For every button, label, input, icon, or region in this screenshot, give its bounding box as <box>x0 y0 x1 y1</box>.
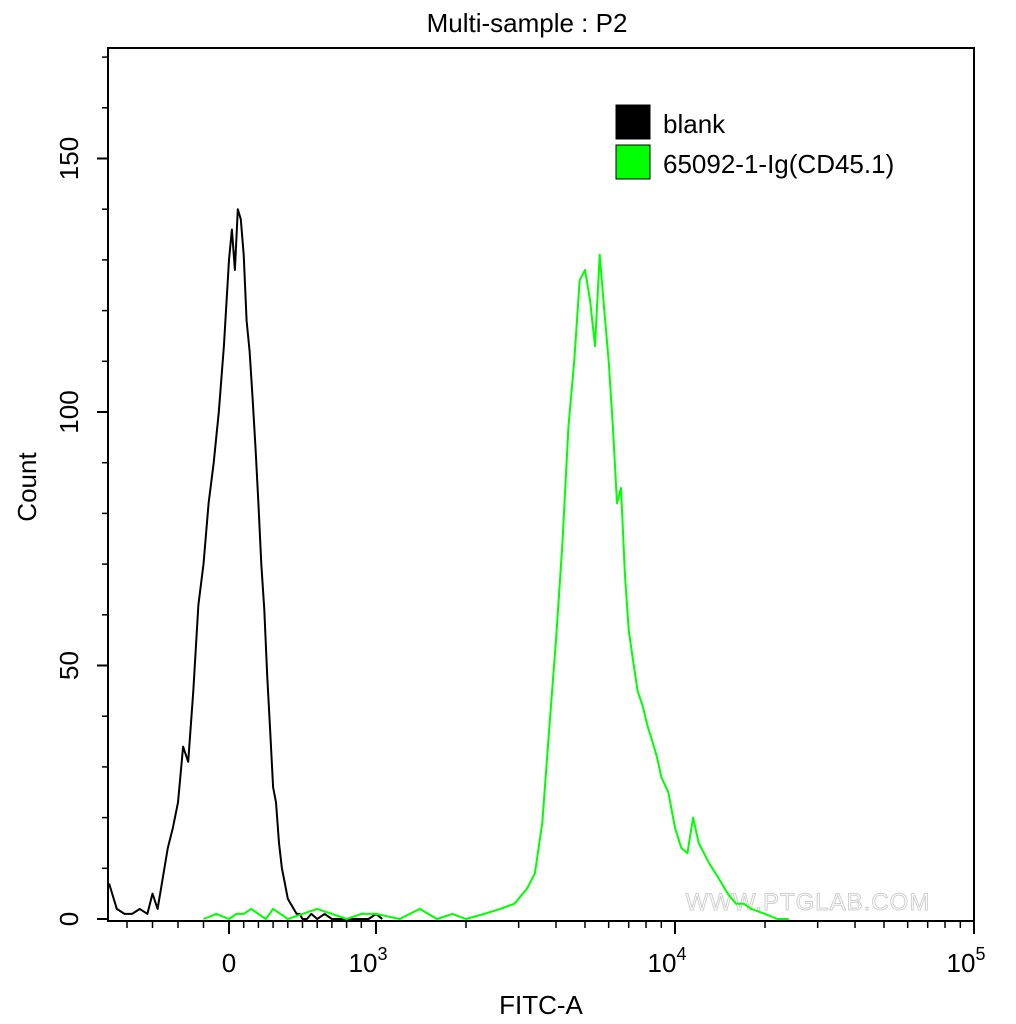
x-axis-label: FITC-A <box>499 990 583 1020</box>
legend: blank 65092-1-Ig(CD45.1) <box>615 104 894 180</box>
series-line-0 <box>108 208 383 920</box>
y-axis-label: Count <box>12 452 42 522</box>
plot-frame <box>107 47 975 922</box>
x-axis: 0 103 104 105 <box>126 921 986 978</box>
legend-swatch-cd45 <box>615 144 651 180</box>
chart-title: Multi-sample : P2 <box>427 8 628 38</box>
series-layer <box>108 208 789 920</box>
y-tick-label: 100 <box>54 390 84 433</box>
x-tick-label: 104 <box>648 944 687 978</box>
legend-label-blank: blank <box>663 109 726 139</box>
y-axis: 0 50 100 150 <box>54 56 108 926</box>
legend-label-cd45: 65092-1-Ig(CD45.1) <box>663 149 894 179</box>
x-tick-label: 105 <box>947 944 986 978</box>
watermark: WWW.PTGLAB.COM <box>686 889 931 916</box>
y-tick-label: 150 <box>54 137 84 180</box>
y-tick-label: 0 <box>54 912 84 926</box>
legend-swatch-blank <box>615 104 651 140</box>
y-tick-label: 50 <box>54 651 84 680</box>
x-tick-label: 103 <box>349 944 388 978</box>
series-line-1 <box>203 253 789 920</box>
x-tick-label: 0 <box>222 948 236 978</box>
